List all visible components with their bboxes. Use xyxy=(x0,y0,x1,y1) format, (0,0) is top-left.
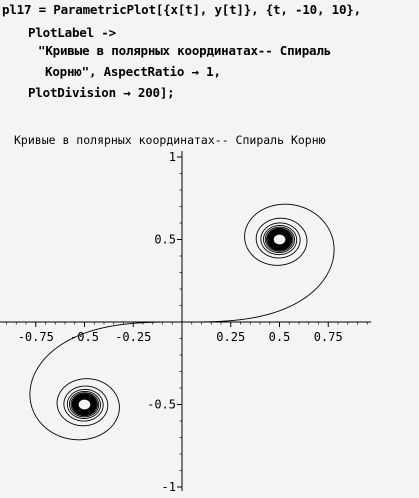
y-tick-label: -0.5 xyxy=(147,398,176,412)
code-line: "Кривые в полярных координатах-- Спираль xyxy=(38,43,332,58)
code-line: pl17 = ParametricPlot[{x[t], y[t]}, {t, … xyxy=(2,2,361,17)
x-tick-label: -0.25 xyxy=(115,330,151,344)
chart-title: Кривые в полярных координатах-- Спираль … xyxy=(14,133,326,147)
x-tick-label: -0.75 xyxy=(18,330,54,344)
cornu-spiral-branch-negative xyxy=(29,321,182,441)
cornu-spiral-branch-positive xyxy=(182,203,335,323)
axes xyxy=(0,151,372,491)
x-tick-label: 0.25 xyxy=(216,330,245,344)
x-tick-label: 0.5 xyxy=(269,330,291,344)
code-line: PlotDivision → 200]; xyxy=(28,85,175,100)
x-tick-label: 0.75 xyxy=(314,330,343,344)
code-line: PlotLabel -> xyxy=(28,25,116,40)
plot-area xyxy=(29,203,335,441)
ticks xyxy=(6,156,368,488)
code-line: Корню", AspectRatio → 1, xyxy=(45,64,221,79)
y-tick-label: 0.5 xyxy=(154,233,176,247)
x-tick-label: -0.5 xyxy=(70,330,99,344)
y-tick-label: 1 xyxy=(169,150,176,164)
tick-labels: -0.75 -0.5 -0.25 0.25 0.5 0.75 -1 -0.5 0.5 1 xyxy=(18,150,343,494)
y-tick-label: -1 xyxy=(162,480,176,494)
